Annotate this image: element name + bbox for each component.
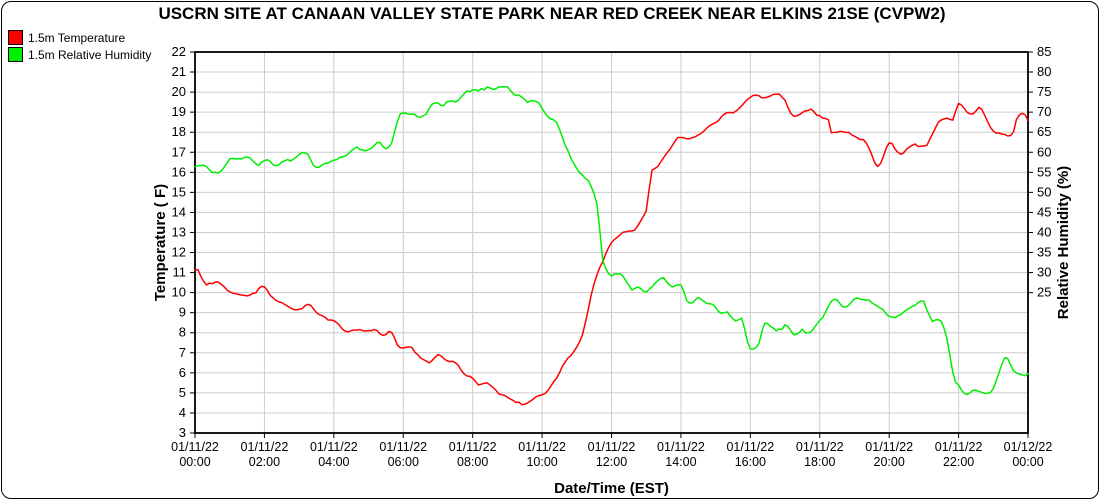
svg-text:70: 70 (1037, 104, 1051, 119)
svg-text:4: 4 (179, 405, 186, 420)
svg-text:80: 80 (1037, 64, 1051, 79)
svg-text:04:00: 04:00 (318, 455, 349, 469)
svg-text:01/11/22: 01/11/22 (657, 440, 705, 454)
svg-text:18: 18 (172, 124, 186, 139)
svg-text:Date/Time (EST): Date/Time (EST) (554, 480, 669, 497)
svg-text:75: 75 (1037, 84, 1051, 99)
svg-text:Relative Humidity (%): Relative Humidity (%) (1055, 166, 1072, 319)
svg-text:01/11/22: 01/11/22 (588, 440, 636, 454)
svg-text:01/11/22: 01/11/22 (796, 440, 844, 454)
svg-text:11: 11 (173, 265, 187, 280)
svg-text:3: 3 (179, 425, 186, 440)
svg-text:01/11/22: 01/11/22 (310, 440, 358, 454)
svg-text:01/11/22: 01/11/22 (379, 440, 427, 454)
svg-text:35: 35 (1037, 245, 1051, 260)
svg-text:12:00: 12:00 (596, 455, 627, 469)
svg-text:01/11/22: 01/11/22 (935, 440, 983, 454)
svg-text:01/11/22: 01/11/22 (865, 440, 913, 454)
svg-text:6: 6 (179, 365, 186, 380)
svg-text:8: 8 (179, 325, 186, 340)
svg-text:12: 12 (172, 245, 186, 260)
svg-text:01/11/22: 01/11/22 (171, 440, 219, 454)
svg-text:22:00: 22:00 (943, 455, 974, 469)
svg-text:00:00: 00:00 (1012, 455, 1043, 469)
svg-text:10:00: 10:00 (526, 455, 557, 469)
svg-text:06:00: 06:00 (388, 455, 419, 469)
svg-text:7: 7 (179, 345, 186, 360)
svg-text:16: 16 (172, 164, 186, 179)
svg-text:65: 65 (1037, 124, 1051, 139)
svg-text:14:00: 14:00 (665, 455, 696, 469)
svg-text:10: 10 (172, 285, 186, 300)
svg-text:22: 22 (172, 44, 186, 59)
svg-text:08:00: 08:00 (457, 455, 488, 469)
svg-text:00:00: 00:00 (179, 455, 210, 469)
svg-text:20:00: 20:00 (874, 455, 905, 469)
svg-text:20: 20 (172, 84, 186, 99)
svg-text:14: 14 (172, 204, 186, 219)
svg-text:55: 55 (1037, 164, 1051, 179)
svg-text:13: 13 (172, 224, 186, 239)
svg-text:01/11/22: 01/11/22 (449, 440, 497, 454)
svg-text:01/11/22: 01/11/22 (518, 440, 566, 454)
svg-text:Temperature ( F): Temperature ( F) (152, 184, 169, 301)
svg-text:40: 40 (1037, 224, 1051, 239)
svg-text:01/12/22: 01/12/22 (1004, 440, 1053, 454)
svg-text:15: 15 (172, 184, 186, 199)
svg-text:50: 50 (1037, 184, 1051, 199)
svg-text:17: 17 (172, 144, 186, 159)
svg-text:85: 85 (1037, 44, 1051, 59)
svg-text:25: 25 (1037, 285, 1051, 300)
svg-text:21: 21 (172, 64, 186, 79)
svg-text:45: 45 (1037, 204, 1051, 219)
svg-text:16:00: 16:00 (735, 455, 766, 469)
svg-text:60: 60 (1037, 144, 1051, 159)
svg-text:5: 5 (179, 385, 186, 400)
svg-text:19: 19 (172, 104, 186, 119)
svg-text:01/11/22: 01/11/22 (241, 440, 289, 454)
svg-text:30: 30 (1037, 265, 1051, 280)
svg-text:02:00: 02:00 (249, 455, 280, 469)
svg-text:01/11/22: 01/11/22 (726, 440, 774, 454)
svg-text:18:00: 18:00 (804, 455, 835, 469)
svg-text:9: 9 (179, 305, 186, 320)
